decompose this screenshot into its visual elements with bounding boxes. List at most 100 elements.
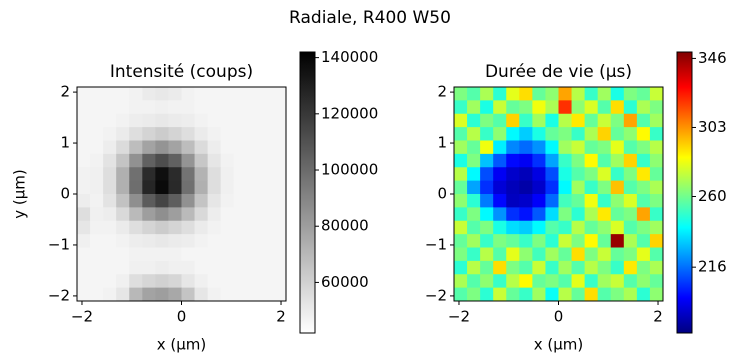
heatmap-cell [194,274,209,289]
heatmap-cell [636,100,651,115]
heatmap-cell [142,274,156,289]
heatmap-cell [129,260,143,275]
heatmap-cell [246,153,261,168]
heatmap-cell [90,247,104,262]
heatmap-cell [545,113,559,128]
heatmap-cell [506,194,520,208]
heatmap-cell [259,220,274,235]
heatmap-cell [246,87,261,101]
x-tick-label: 2 [276,308,286,326]
heatmap-cell [467,207,481,222]
heatmap-cell [454,180,468,195]
heatmap-cell [532,153,546,168]
heatmap-cell [584,180,599,195]
heatmap-cell [168,180,182,195]
x-axis-label: x (µm) [157,336,207,354]
heatmap-cell [142,234,156,248]
heatmap-cell [142,220,156,235]
heatmap-cell [610,194,625,208]
heatmap-cell [181,274,195,289]
heatmap-cell [90,260,104,275]
heatmap-cell [90,207,104,222]
heatmap-cell [636,140,651,155]
heatmap-cell [636,247,651,262]
heatmap-cell [597,287,612,302]
heatmap-cell [506,260,520,275]
heatmap-cell [90,87,104,101]
heatmap-cell [129,287,143,302]
heatmap-cell [480,127,494,141]
heatmap-cell [233,127,248,141]
heatmap-cell [610,87,625,101]
heatmap-cell [233,100,248,115]
heatmap-cell [623,100,638,115]
heatmap-cell [259,274,274,289]
heatmap-cell [636,167,651,182]
heatmap-cell [480,113,494,128]
heatmap-cell [623,287,638,302]
heatmap-cell [649,140,664,155]
heatmap-cell [571,113,586,128]
heatmap-cell [103,220,117,235]
heatmap-cell [467,260,481,275]
heatmap-cell [467,100,481,115]
heatmap-cell [116,247,130,262]
colorbar-tick-label: 60000 [321,273,369,291]
heatmap-cell [584,100,599,115]
heatmap-cell [129,194,143,208]
heatmap-cell [571,247,586,262]
heatmap-cell [480,87,494,101]
heatmap-cell [103,260,117,275]
heatmap-cell [155,153,169,168]
heatmap-cell [532,207,546,222]
heatmap-cell [649,247,664,262]
heatmap-cell [480,247,494,262]
heatmap-cell [181,113,195,128]
heatmap-cell [194,220,209,235]
heatmap-cell [519,87,533,101]
heatmap-cell [194,153,209,168]
heatmap-cell [155,180,169,195]
heatmap-cell [558,167,572,182]
heatmap-cell [90,194,104,208]
heatmap-cell [532,234,546,248]
heatmap-cell [77,194,91,208]
heatmap-cell [181,234,195,248]
heatmap-cell [233,207,248,222]
heatmap-cell [155,274,169,289]
heatmap-cell [558,153,572,168]
heatmap-cell [610,207,625,222]
heatmap-cell [480,260,494,275]
heatmap-cell [220,194,235,208]
heatmap-cell [194,167,209,182]
heatmap-cell [168,127,182,141]
heatmap-cell [532,287,546,302]
heatmap-cell [571,87,586,101]
heatmap-cell [506,287,520,302]
heatmap-cell [168,260,182,275]
heatmap-cell [129,220,143,235]
heatmap-cell [597,180,612,195]
heatmap-cell [142,287,156,302]
heatmap-cell [142,167,156,182]
heatmap-cell [506,207,520,222]
heatmap-cell [519,260,533,275]
heatmap-cell [545,127,559,141]
heatmap-cell [77,87,91,101]
heatmap-cell [571,274,586,289]
heatmap-cell [610,113,625,128]
heatmap-cell [480,220,494,235]
heatmap-cell [623,140,638,155]
heatmap-cell [649,113,664,128]
heatmap-cell [623,194,638,208]
heatmap-cell [103,247,117,262]
heatmap-cell [506,274,520,289]
heatmap-cell [168,287,182,302]
heatmap-cell [220,100,235,115]
heatmap-cell [558,234,572,248]
heatmap-cell [168,153,182,168]
y-tick-label: 2 [437,83,447,101]
heatmap-cell [571,127,586,141]
heatmap-cell [532,247,546,262]
heatmap-cell [207,87,222,101]
